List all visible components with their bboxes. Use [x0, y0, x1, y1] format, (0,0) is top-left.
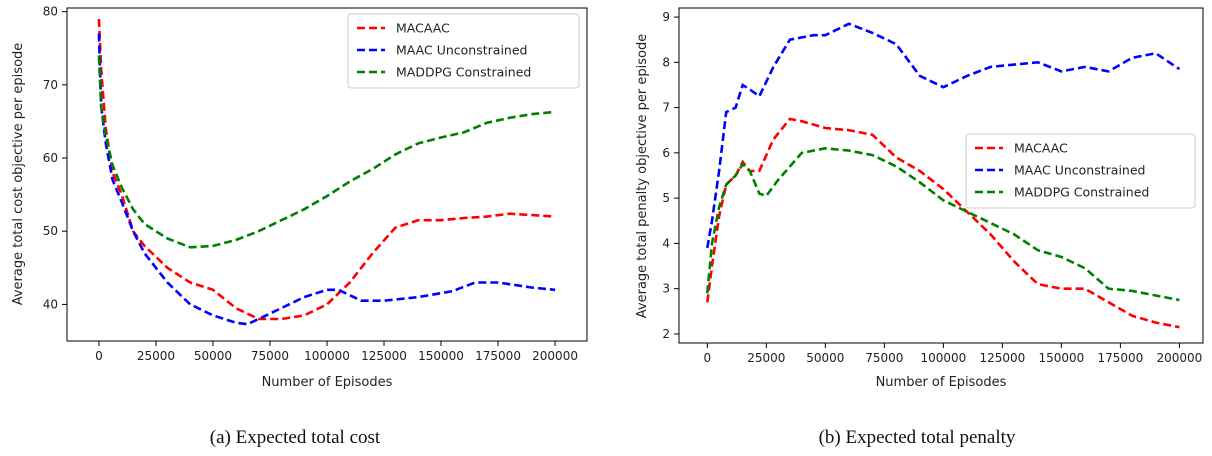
y-tick-label-a: 60 [43, 151, 58, 165]
x-tick-label-a: 100000 [304, 349, 350, 363]
legend-b: MACAAC MAAC Unconstrained MADDPG Constrain… [965, 133, 1196, 209]
x-tick-label-b: 100000 [920, 351, 966, 365]
y-tick-label-b: 8 [662, 55, 670, 69]
y-tick-label-a: 50 [43, 224, 58, 238]
legend-entry: MADDPG Constrained [1014, 185, 1149, 200]
legend-entry: MACAAC [1014, 141, 1068, 156]
series-line-macaac [97, 18, 556, 321]
x-axis-label-b: Number of Episodes [876, 375, 1007, 390]
x-tick-label-a: 150000 [418, 349, 464, 363]
series-line-maac-unconstrained [97, 33, 556, 326]
x-tick-label-b: 75000 [865, 351, 903, 365]
x-tick-label-b: 50000 [806, 351, 844, 365]
y-tick-label-b: 3 [662, 282, 670, 296]
y-tick-label-b: 7 [662, 101, 670, 115]
x-tick-label-a: 200000 [532, 349, 578, 363]
y-tick-label-b: 6 [662, 146, 670, 160]
y-tick-label-b: 2 [662, 327, 670, 341]
series-line-macaac [706, 117, 1180, 329]
x-tick-label-b: 150000 [1038, 351, 1084, 365]
series-line-maddpg-constrained [706, 146, 1180, 302]
x-axis-label-a: Number of Episodes [262, 375, 393, 390]
legend-entry: MAAC Unconstrained [396, 43, 527, 58]
x-tick-label-a: 75000 [251, 349, 289, 363]
x-tick-label-a: 25000 [137, 349, 175, 363]
legend-box [965, 133, 1196, 209]
y-tick-label-b: 5 [662, 191, 670, 205]
x-tick-label-b: 25000 [747, 351, 785, 365]
y-axis-label-b: Average total penalty objective per epis… [635, 34, 650, 318]
series-line-maac-unconstrained [706, 22, 1181, 249]
plot-area-b [678, 7, 1204, 344]
caption-a: (a) Expected total cost [210, 427, 381, 448]
chart-b: 0 25000 50000 75000 100000 125000 150000 175000… [635, 7, 1204, 448]
legend-entry: MAAC Unconstrained [1014, 163, 1145, 178]
caption-b: (b) Expected total penalty [819, 427, 1016, 448]
x-tick-label-b: 0 [704, 351, 712, 365]
chart-a: 0 25000 50000 75000 100000 125000 150000 175000… [11, 5, 588, 448]
y-axis-label-a: Average total cost objective per episode [11, 43, 26, 306]
x-tick-label-a: 125000 [361, 349, 407, 363]
x-tick-label-a: 175000 [475, 349, 521, 363]
y-tick-label-a: 40 [43, 297, 58, 311]
legend-entry: MACAAC [396, 21, 450, 36]
y-tick-label-a: 80 [43, 5, 58, 19]
legend-a: MACAAC MAAC Unconstrained MADDPG Constrain… [347, 13, 580, 89]
legend-entry: MADDPG Constrained [396, 65, 531, 80]
y-tick-label-a: 70 [43, 78, 58, 92]
x-tick-label-b: 175000 [1097, 351, 1143, 365]
y-tick-label-b: 4 [662, 236, 670, 250]
x-tick-label-b: 200000 [1156, 351, 1202, 365]
legend-box [347, 13, 580, 89]
x-tick-label-b: 125000 [979, 351, 1025, 365]
x-tick-label-a: 0 [95, 349, 103, 363]
y-tick-label-b: 9 [662, 10, 670, 24]
x-tick-label-a: 50000 [194, 349, 232, 363]
series-line-maddpg-constrained [97, 55, 556, 249]
